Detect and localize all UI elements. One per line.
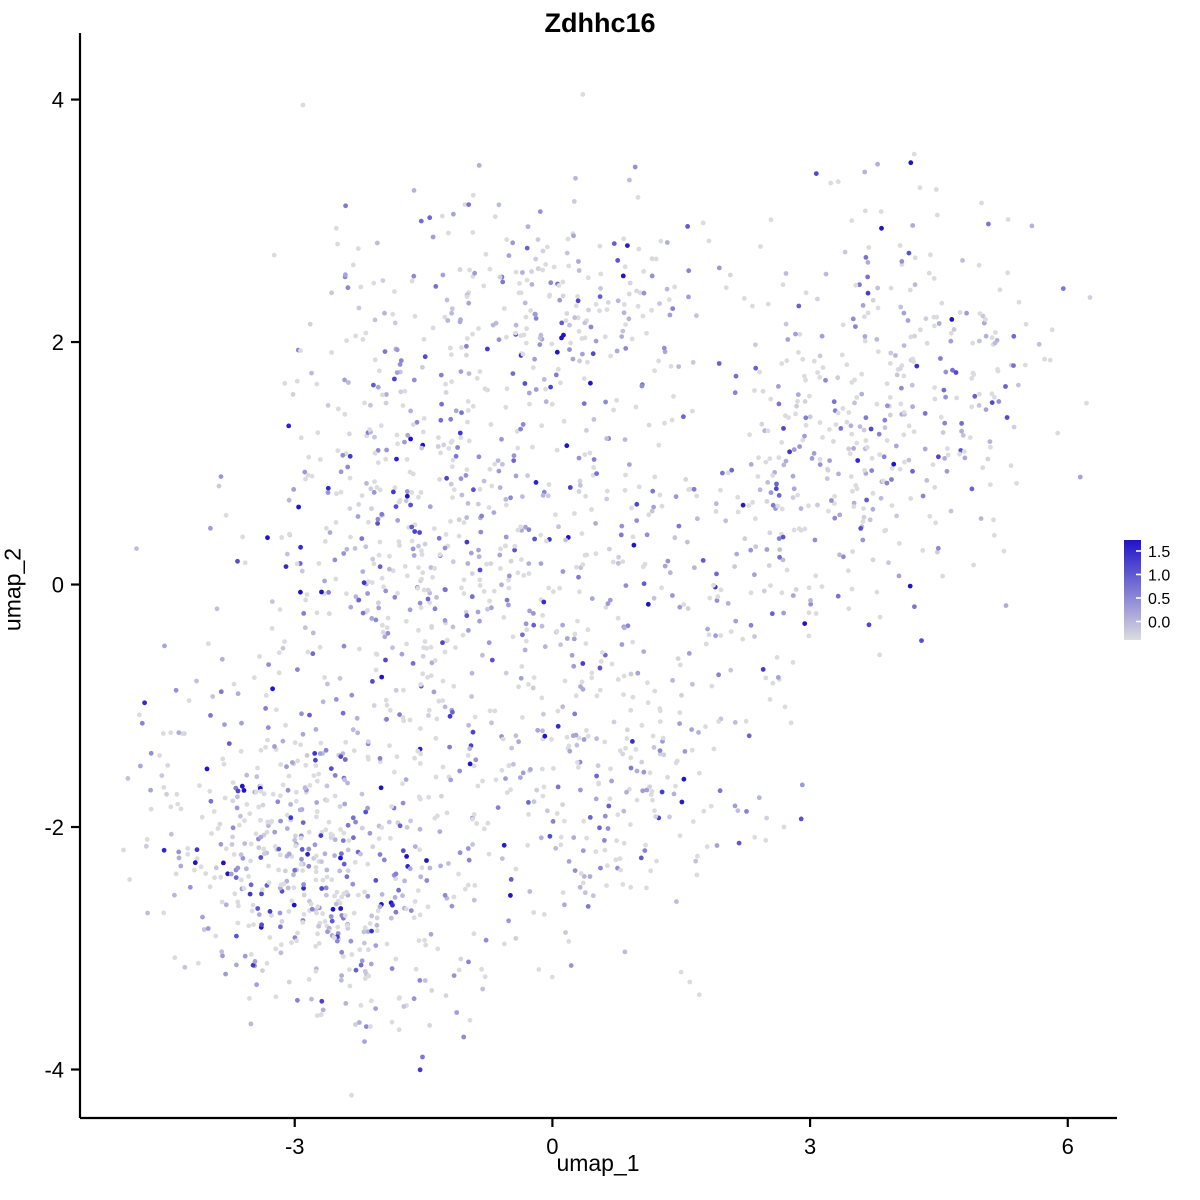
- legend-colorbar: 1.5 1.0 0.5 0.0: [1124, 540, 1170, 640]
- y-tick-label: 4: [52, 88, 64, 113]
- legend-tick-label: 1.0: [1148, 568, 1170, 585]
- x-tick-label: 6: [1062, 1134, 1074, 1159]
- x-tick-label: 3: [804, 1134, 816, 1159]
- x-axis-label: umap_1: [556, 1150, 640, 1176]
- y-axis-label: umap_2: [0, 547, 26, 632]
- chart-title: Zdhhc16: [544, 8, 656, 38]
- x-tick-label: -3: [285, 1134, 305, 1159]
- y-tick-label: 2: [52, 330, 64, 355]
- x-tick-label: 0: [546, 1134, 558, 1159]
- y-tick-label: -4: [44, 1058, 64, 1083]
- legend-tick-label: 0.0: [1148, 615, 1170, 632]
- scatter-points: [121, 92, 1093, 1098]
- y-tick-label: 0: [52, 573, 64, 598]
- legend-tick-label: 0.5: [1148, 591, 1170, 608]
- y-tick-label: -2: [44, 815, 64, 840]
- legend-tick-label: 1.5: [1148, 544, 1170, 561]
- axes: -3 0 3 6 -4 -2 0 2 4: [44, 33, 1117, 1159]
